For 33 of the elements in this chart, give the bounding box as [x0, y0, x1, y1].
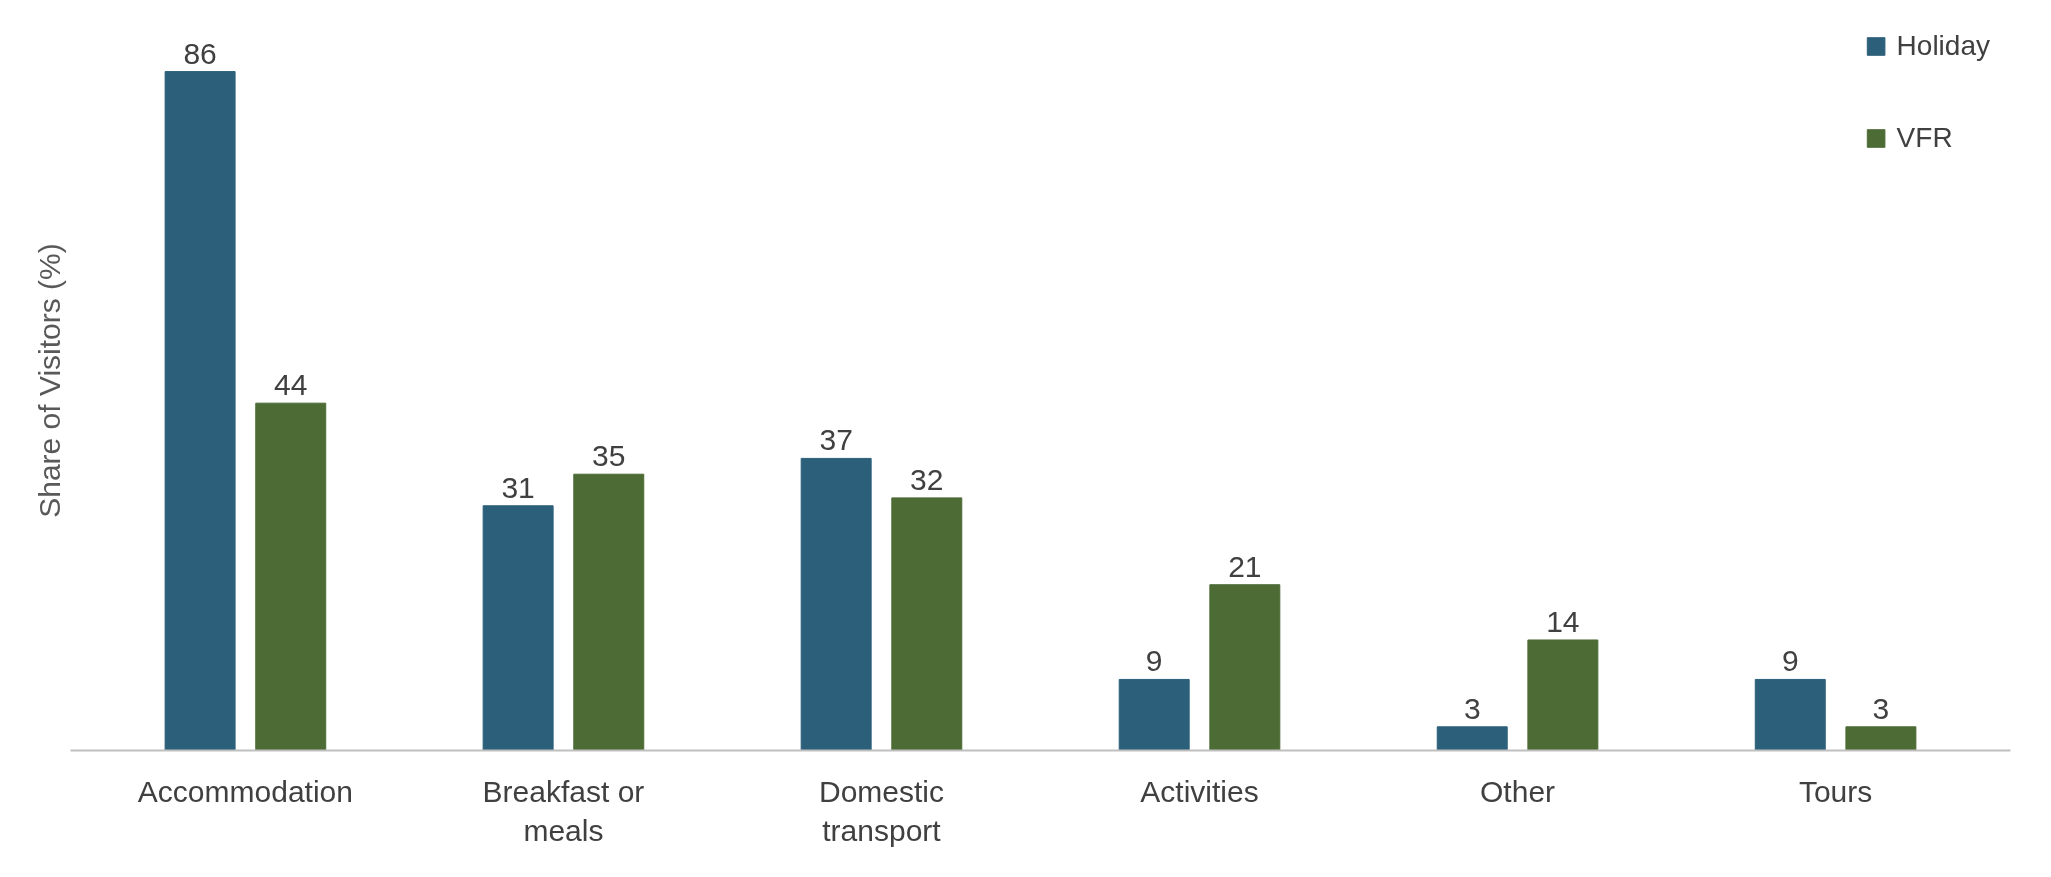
data-label: 9 — [1145, 644, 1163, 678]
bar — [1527, 639, 1599, 751]
data-label: 86 — [183, 36, 217, 70]
data-label: 35 — [592, 439, 626, 473]
data-label: 3 — [1872, 691, 1890, 725]
bar — [482, 505, 554, 751]
legend-label: VFR — [1896, 122, 1953, 154]
bar — [1209, 584, 1281, 751]
x-tick-label: Accommodation — [137, 774, 353, 808]
y-axis-title: Share of Visitors (%) — [32, 243, 66, 518]
data-label: 21 — [1228, 549, 1262, 583]
bar — [1436, 726, 1508, 751]
data-label: 31 — [501, 470, 535, 504]
bar — [1118, 678, 1190, 751]
bar — [1754, 678, 1826, 751]
bar — [164, 71, 236, 751]
data-label: 14 — [1546, 604, 1580, 638]
data-label: 37 — [819, 423, 853, 457]
x-tick-label: Tours — [1798, 774, 1873, 808]
bar — [573, 473, 645, 751]
bar — [800, 457, 872, 751]
data-label: 32 — [910, 462, 944, 496]
legend-label: Holiday — [1896, 30, 1990, 62]
data-label: 9 — [1781, 644, 1799, 678]
bar — [255, 402, 327, 751]
x-tick-label: Breakfast or meals — [482, 774, 645, 848]
x-tick-label: Other — [1480, 774, 1556, 808]
x-tick-label: Activities — [1140, 774, 1259, 808]
bar — [891, 497, 963, 751]
data-label: 3 — [1463, 691, 1481, 725]
data-label: 44 — [274, 368, 308, 402]
bar — [1845, 726, 1917, 751]
x-tick-label: Domestic transport — [818, 774, 944, 848]
